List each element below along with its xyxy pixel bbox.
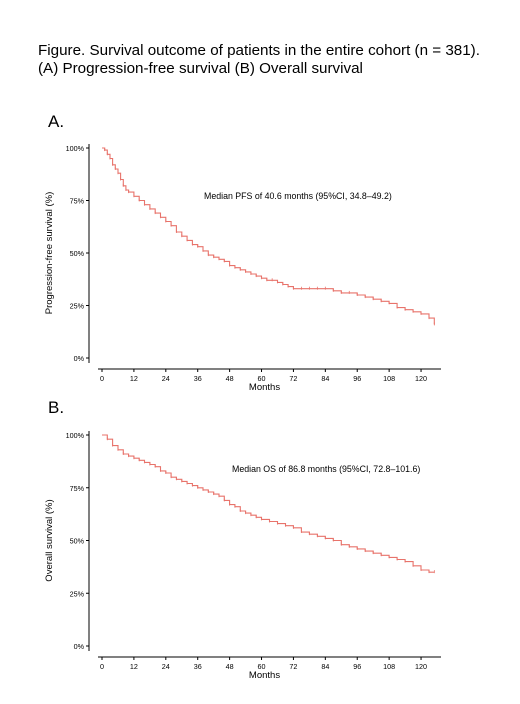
x-tick-label: 84	[321, 662, 329, 671]
panel-a-label: A.	[48, 112, 65, 131]
x-tick-label: 72	[289, 662, 297, 671]
caption-line-1: Figure. Survival outcome of patients in …	[38, 42, 480, 59]
panel-b-label: B.	[48, 398, 65, 417]
x-tick-label: 48	[226, 662, 234, 671]
x-tick-label: 0	[100, 662, 104, 671]
x-tick-label: 120	[415, 662, 427, 671]
x-tick-label: 108	[383, 374, 395, 383]
median-annotation: Median PFS of 40.6 months (95%CI, 34.8–4…	[204, 191, 392, 201]
x-tick-label: 108	[383, 662, 395, 671]
y-tick-label: 100%	[66, 431, 85, 440]
y-tick-label: 100%	[66, 144, 85, 153]
x-tick-label: 24	[162, 662, 170, 671]
y-tick-label: 25%	[70, 302, 85, 311]
x-tick-label: 60	[258, 374, 266, 383]
y-tick-label: 50%	[70, 537, 85, 546]
y-tick-label: 75%	[70, 484, 85, 493]
x-tick-label: 24	[162, 374, 170, 383]
y-tick-label: 0%	[74, 354, 85, 363]
median-annotation: Median OS of 86.8 months (95%CI, 72.8–10…	[232, 464, 420, 474]
y-tick-label: 75%	[70, 197, 85, 206]
x-axis-title: Months	[249, 670, 280, 681]
y-tick-label: 50%	[70, 249, 85, 258]
x-tick-label: 84	[321, 374, 329, 383]
x-tick-label: 12	[130, 374, 138, 383]
x-tick-label: 36	[194, 662, 202, 671]
y-axis-title: Overall survival (%)	[44, 499, 55, 581]
os-chart: 0% 25% 50% 75% 100% 0 12 24 36 48 60 72 84 96 108 120 Mo…	[44, 431, 441, 681]
x-tick-label: 36	[194, 374, 202, 383]
x-axis-title: Months	[249, 382, 280, 393]
x-tick-label: 120	[415, 374, 427, 383]
pfs-chart: 0% 25% 50% 75% 100% 0 12 24 36 48 60 72 84 96 108 120 Mo…	[44, 144, 441, 393]
x-tick-label: 96	[353, 662, 361, 671]
x-tick-label: 72	[289, 374, 297, 383]
x-tick-label: 96	[353, 374, 361, 383]
survival-curve	[102, 147, 435, 325]
y-tick-label: 25%	[70, 589, 85, 598]
y-axis-title: Progression-free survival (%)	[44, 192, 55, 314]
x-tick-label: 0	[100, 374, 104, 383]
survival-curve	[102, 434, 435, 573]
x-tick-label: 48	[226, 374, 234, 383]
caption-line-2: (A) Progression-free survival (B) Overal…	[38, 60, 363, 77]
x-tick-label: 12	[130, 662, 138, 671]
x-tick-label: 60	[258, 662, 266, 671]
figure-caption: Figure. Survival outcome of patients in …	[38, 42, 508, 78]
y-tick-label: 0%	[74, 642, 85, 651]
